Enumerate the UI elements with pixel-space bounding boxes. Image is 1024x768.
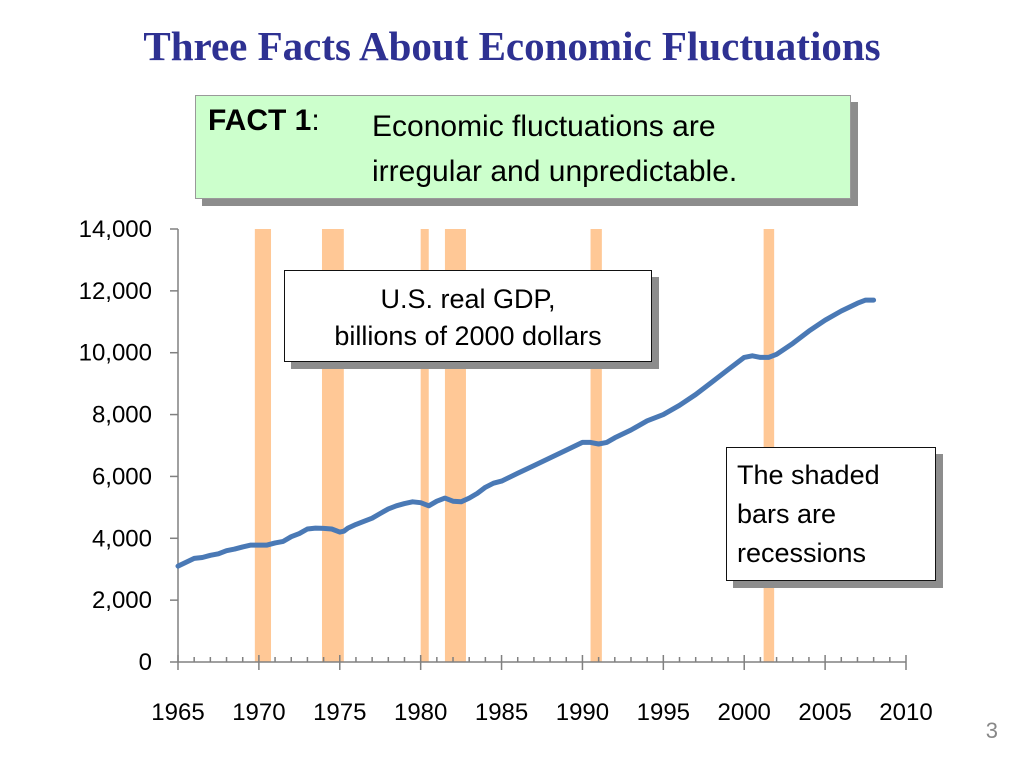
- fact-label-colon: :: [311, 104, 320, 137]
- x-tick-label: 2005: [798, 699, 851, 726]
- recession-bar-6: [763, 229, 775, 662]
- chart-axes: [170, 228, 907, 670]
- x-tick-label: 1970: [232, 699, 285, 726]
- slide-title: Three Facts About Economic Fluctuations: [143, 23, 881, 69]
- y-tick-label: 10,000: [79, 340, 152, 367]
- x-tick-label: 1965: [151, 699, 204, 726]
- y-tick-label: 8,000: [92, 402, 152, 429]
- page-number: 3: [985, 718, 998, 743]
- x-axis-labels: 1965 1970 1975 1980 1985 1990 1995 2000 2005 2010: [151, 699, 932, 726]
- y-tick-label: 2,000: [92, 587, 152, 614]
- fact-label: FACT 1:: [208, 104, 320, 138]
- x-tick-label: 1980: [394, 699, 447, 726]
- gdp-annotation-line-1: U.S. real GDP,: [380, 284, 556, 314]
- y-tick-label: 6,000: [92, 463, 152, 490]
- y-tick-label: 12,000: [79, 278, 152, 305]
- x-tick-label: 1975: [313, 699, 366, 726]
- recession-note-line-1: The shaded: [737, 460, 880, 490]
- recession-note-box: The shaded bars are recessions: [726, 447, 936, 581]
- fact-box: FACT 1: Economic fluctuations are irregu…: [195, 95, 851, 199]
- recession-bar-1: [254, 229, 272, 662]
- recession-note-line-3: recessions: [737, 538, 867, 568]
- y-axis-labels: 0 2,000 4,000 6,000 8,000 10,000 12,000 14,000: [79, 216, 152, 676]
- x-tick-label: 1985: [475, 699, 528, 726]
- gdp-annotation-box: U.S. real GDP, billions of 2000 dollars: [284, 270, 652, 362]
- fact-line-1: Economic fluctuations are: [372, 110, 716, 143]
- x-tick-label: 2010: [879, 699, 932, 726]
- y-tick-label: 0: [139, 649, 152, 676]
- fact-label-text: FACT 1: [208, 104, 312, 137]
- y-tick-label: 14,000: [79, 216, 152, 243]
- y-tick-label: 4,000: [92, 525, 152, 552]
- gdp-annotation-line-2: billions of 2000 dollars: [334, 321, 602, 351]
- x-tick-label: 1995: [637, 699, 690, 726]
- x-tick-label: 2000: [718, 699, 771, 726]
- x-tick-label: 1990: [556, 699, 609, 726]
- fact-line-2: irregular and unpredictable.: [372, 155, 738, 188]
- recession-bar-3: [420, 229, 429, 662]
- fact-text: Economic fluctuations are irregular and …: [372, 104, 842, 194]
- gdp-series-line: [175, 297, 877, 569]
- recession-note-line-2: bars are: [737, 499, 837, 529]
